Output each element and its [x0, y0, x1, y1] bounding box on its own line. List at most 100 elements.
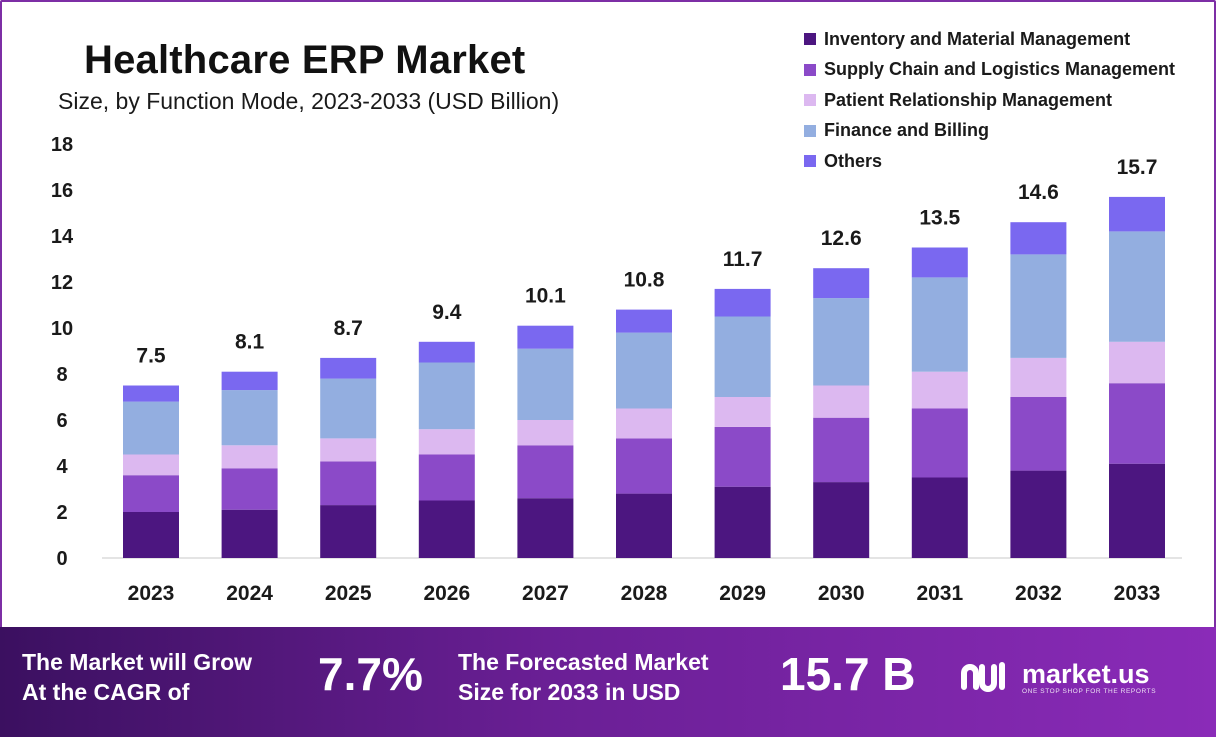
bar-segment [320, 505, 377, 558]
bar-segment [418, 454, 475, 501]
bar-segment [616, 309, 672, 333]
forecast-label-line2: Size for 2033 in USD [458, 679, 681, 705]
bar-segment [813, 268, 870, 299]
forecast-label-line1: The Forecasted Market [458, 649, 709, 675]
legend-item: Others [804, 146, 1175, 177]
bar-segment [517, 325, 574, 349]
bar-total-label: 10.1 [525, 285, 566, 308]
bar-segment [911, 277, 968, 372]
bar-total-label: 11.7 [723, 248, 763, 271]
legend-item: Inventory and Material Management [804, 24, 1175, 55]
legend-item: Patient Relationship Management [804, 85, 1175, 116]
bar-segment [123, 512, 179, 558]
bar-segment [123, 385, 179, 402]
bar-segment [517, 348, 574, 420]
legend-swatch [804, 63, 816, 76]
logo-name: market.us [1022, 658, 1150, 689]
bar-segment [616, 438, 672, 494]
x-tick-label: 2032 [1015, 582, 1062, 605]
bar-segment [1109, 463, 1165, 558]
bar-segment [1010, 222, 1067, 255]
bar-segment [714, 426, 771, 487]
bar-segment [616, 332, 672, 409]
bar-total-label: 13.5 [919, 207, 960, 230]
bar-segment [221, 445, 278, 469]
bar-segment [1109, 231, 1165, 342]
bar-segment [320, 378, 377, 439]
chart-title: Healthcare ERP Market [84, 38, 526, 82]
bar-segment [517, 445, 574, 499]
cagr-label-line2: At the CAGR of [22, 679, 190, 705]
x-tick-label: 2030 [818, 582, 865, 605]
bar-segment [1010, 397, 1067, 471]
x-tick-label: 2027 [522, 582, 569, 605]
bar-segment [221, 371, 278, 391]
cagr-label-line1: The Market will Grow [22, 649, 253, 675]
bar-segment [616, 493, 672, 558]
bar-segment [813, 385, 870, 418]
bar-segment [221, 468, 278, 510]
x-tick-label: 2026 [423, 582, 470, 605]
bar-segment [911, 371, 968, 409]
bar-total-label: 9.4 [432, 301, 462, 324]
y-tick-label: 18 [51, 134, 73, 156]
bar-segment [418, 429, 475, 455]
y-tick-label: 2 [56, 502, 67, 524]
bar-segment [221, 390, 278, 446]
bar-segment [418, 341, 475, 363]
bar-segment [813, 298, 870, 386]
bar-segment [123, 454, 179, 476]
market-us-logo-icon [961, 662, 1005, 692]
x-tick-label: 2023 [128, 582, 175, 605]
legend-label: Patient Relationship Management [824, 89, 1113, 110]
bar-total-label: 15.7 [1117, 156, 1158, 179]
bar-segment [1109, 196, 1165, 232]
x-tick-label: 2025 [325, 582, 372, 605]
bar-segment [616, 408, 672, 439]
bar-segment [813, 482, 870, 558]
summary-banner: The Market will Grow At the CAGR of 7.7%… [0, 627, 1216, 737]
y-tick-label: 12 [51, 272, 73, 294]
legend-swatch [804, 94, 816, 107]
bar-segment [813, 417, 870, 483]
x-tick-label: 2033 [1114, 582, 1161, 605]
bar-segment [911, 247, 968, 278]
legend-swatch [804, 33, 816, 46]
bar-total-label: 8.7 [334, 317, 363, 340]
forecast-label: The Forecasted Market Size for 2033 in U… [458, 647, 709, 707]
stacked-bar-chart: 0 2 4 6 8 10 12 14 16 18 7.5 2023 8.1 2024 8.7 2025 9.4 2… [51, 134, 1182, 605]
bar-segment [714, 288, 771, 317]
bar-segment [1109, 341, 1165, 384]
bar-segment [1010, 254, 1067, 358]
bar-segment [714, 316, 771, 397]
x-tick-label: 2031 [916, 582, 963, 605]
bar-segment [418, 500, 475, 558]
bar-total-label: 7.5 [136, 345, 166, 368]
legend-label: Supply Chain and Logistics Management [824, 59, 1176, 80]
legend-label: Finance and Billing [824, 120, 990, 141]
bar-total-label: 12.6 [821, 227, 862, 250]
y-tick-label: 14 [51, 226, 74, 248]
bar-segment [123, 401, 179, 455]
y-tick-label: 8 [56, 364, 67, 386]
bar-segment [320, 461, 377, 506]
bar-segment [221, 509, 278, 558]
legend-item: Supply Chain and Logistics Management [804, 55, 1175, 86]
bar-segment [714, 397, 771, 427]
legend-swatch [804, 124, 816, 137]
bar-segment [517, 420, 574, 446]
forecast-value: 15.7 B [780, 648, 916, 700]
chart-subtitle: Size, by Function Mode, 2023-2033 (USD B… [58, 88, 560, 114]
bar-segment [123, 475, 179, 512]
bar-segment [1010, 357, 1067, 397]
x-tick-label: 2028 [621, 582, 668, 605]
bar-total-label: 8.1 [235, 331, 265, 354]
bar-segment [320, 357, 377, 379]
bar-total-label: 10.8 [624, 269, 665, 292]
legend-label: Inventory and Material Management [824, 28, 1131, 49]
market-us-logo: market.us ONE STOP SHOP FOR THE REPORTS [960, 657, 1156, 697]
x-tick-label: 2024 [226, 582, 273, 605]
legend-item: Finance and Billing [804, 116, 1175, 147]
bar-segment [1109, 383, 1165, 464]
